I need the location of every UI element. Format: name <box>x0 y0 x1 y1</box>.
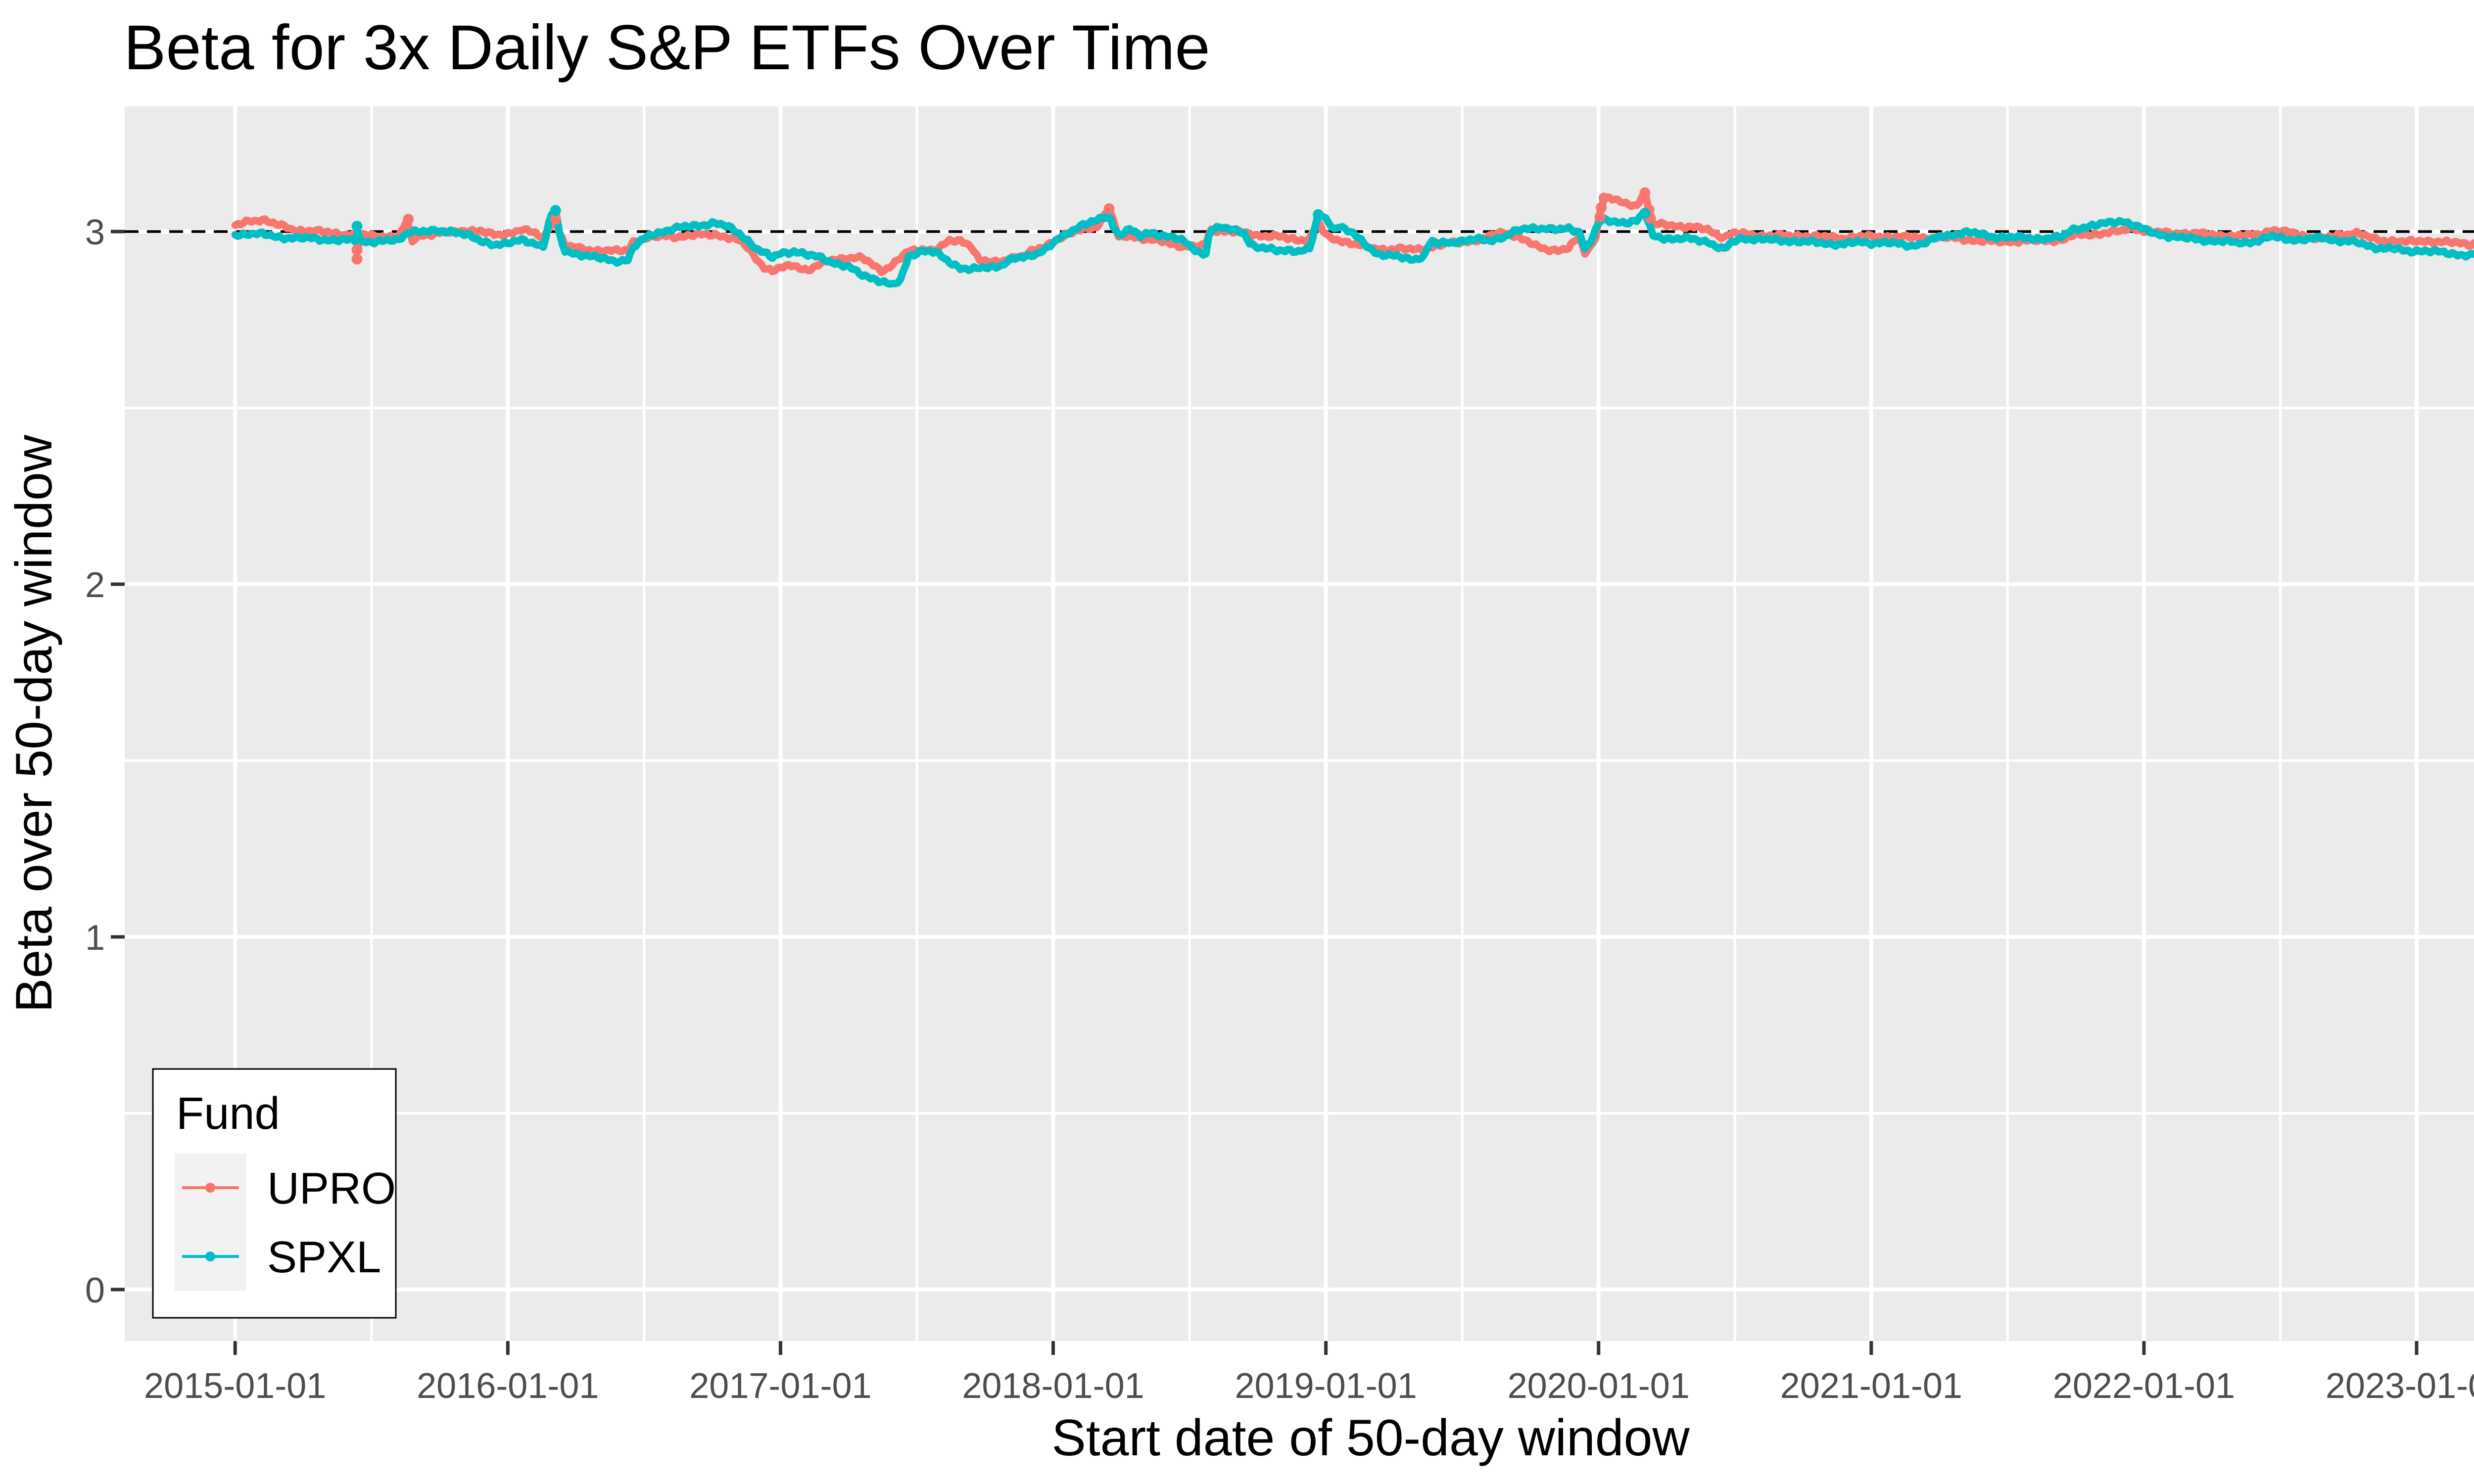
y-tick-label: 1 <box>85 918 105 958</box>
y-axis-title: Beta over 50-day window <box>5 434 63 1013</box>
x-tick-label: 2017-01-01 <box>689 1366 871 1406</box>
spike-point-spxl <box>351 221 363 232</box>
spike-point-upro <box>1639 187 1651 198</box>
spike-point-upro <box>1598 192 1610 204</box>
legend: Fund UPRO SPXL <box>152 1068 397 1319</box>
legend-entry-spxl: SPXL <box>175 1222 381 1291</box>
legend-title: Fund <box>176 1088 280 1139</box>
x-tick-label: 2020-01-01 <box>1508 1366 1690 1406</box>
data-series <box>231 187 2474 288</box>
legend-label-spxl: SPXL <box>267 1233 381 1282</box>
x-tick-label: 2021-01-01 <box>1780 1366 1962 1406</box>
x-axis-title: Start date of 50-day window <box>1051 1409 1690 1467</box>
spike-point-spxl <box>550 205 561 216</box>
x-tick-label: 2016-01-01 <box>417 1366 599 1406</box>
spike-point-upro <box>1596 202 1607 213</box>
spike-point-spxl <box>1313 209 1324 220</box>
spike-point-upro <box>351 253 363 265</box>
y-tick-label: 0 <box>85 1271 105 1310</box>
series-line-spxl <box>231 208 2474 288</box>
y-tick-label: 3 <box>85 213 105 252</box>
spike-point-upro <box>403 214 414 225</box>
gridlines-major <box>125 106 2474 1341</box>
legend-entry-upro: UPRO <box>175 1154 396 1222</box>
x-tick-label: 2023-01-01 <box>2326 1366 2474 1406</box>
spike-point-upro <box>1594 211 1606 223</box>
axis-tick-labels: 2015-01-01 2016-01-01 2017-01-01 2018-01-01… <box>85 213 2474 1406</box>
plot-panel <box>125 106 2474 1341</box>
spike-point-spxl <box>1639 208 1651 219</box>
x-tick-label: 2019-01-01 <box>1235 1366 1417 1406</box>
axis-ticks <box>111 230 2419 1355</box>
y-tick-label: 2 <box>85 565 105 605</box>
spike-point-upro <box>351 244 363 256</box>
plot-title: Beta for 3x Daily S&P ETFs Over Time <box>124 12 1210 83</box>
spike-point-upro <box>1103 203 1115 214</box>
x-tick-label: 2022-01-01 <box>2053 1366 2235 1406</box>
spike-point-upro <box>550 214 561 225</box>
gridlines-minor <box>125 106 2474 1341</box>
legend-label-upro: UPRO <box>267 1164 396 1213</box>
legend-key-point-spxl-icon <box>205 1252 215 1261</box>
x-tick-label: 2015-01-01 <box>144 1366 326 1406</box>
x-tick-label: 2018-01-01 <box>962 1366 1144 1406</box>
legend-key-point-upro-icon <box>205 1183 215 1193</box>
